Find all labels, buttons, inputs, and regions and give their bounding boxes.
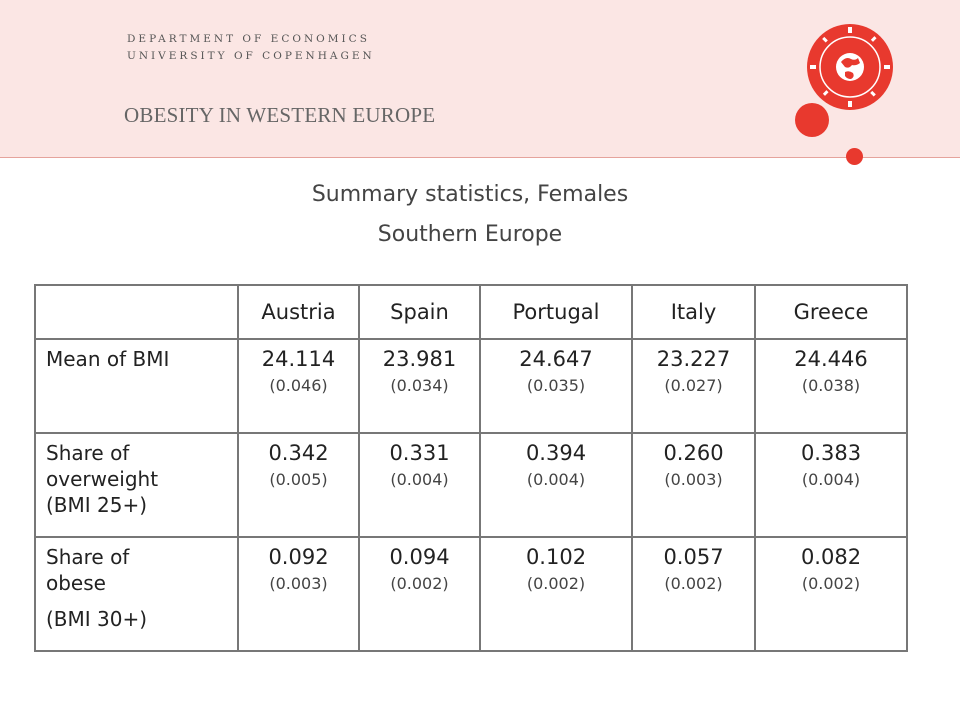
table-cell: 0.082 (0.002)	[754, 536, 908, 652]
standard-error: (0.003)	[664, 470, 723, 489]
table-cell: 0.092 (0.003)	[237, 536, 360, 652]
table-cell: 0.094 (0.002)	[358, 536, 481, 652]
estimate-value: 0.394	[525, 441, 587, 465]
summary-statistics-table: Austria Spain Portugal Italy Greece Mean…	[34, 284, 908, 652]
estimate-value: 0.082	[800, 545, 862, 569]
row-label-line: Mean of BMI	[46, 347, 170, 371]
estimate-value: 0.342	[268, 441, 329, 465]
estimate-value: 23.981	[382, 347, 457, 371]
estimate-value: 24.446	[794, 347, 868, 371]
row-label-line: (BMI 25+)	[46, 493, 148, 517]
estimate-value: 0.260	[663, 441, 724, 465]
row-label: Mean of BMI	[34, 338, 239, 434]
row-label-line: overweight	[46, 467, 159, 491]
table-cell: 0.057 (0.002)	[631, 536, 756, 652]
slide-subtitle: Southern Europe	[377, 222, 563, 247]
standard-error: (0.046)	[269, 376, 328, 395]
estimate-value: 0.383	[800, 441, 862, 465]
decorative-dot-small	[846, 148, 863, 165]
column-header: Portugal	[479, 284, 633, 340]
standard-error: (0.038)	[801, 376, 861, 395]
estimate-value: 24.647	[519, 347, 593, 371]
row-label: Share of obese (BMI 30+)	[34, 536, 239, 652]
estimate-value: 0.057	[663, 545, 724, 569]
standard-error: (0.002)	[526, 574, 586, 593]
deck-title: OBESITY IN WESTERN EUROPE	[124, 103, 436, 127]
estimate-value: 0.102	[525, 545, 587, 569]
standard-error: (0.035)	[526, 376, 586, 395]
table-header-row: Austria Spain Portugal Italy Greece	[34, 284, 908, 340]
standard-error: (0.002)	[390, 574, 449, 593]
decorative-dot-large	[795, 103, 829, 137]
row-label: Share of overweight (BMI 25+)	[34, 432, 239, 538]
standard-error: (0.004)	[526, 470, 586, 489]
row-label-line: Share of	[46, 441, 130, 465]
table-cell: 24.647 (0.035)	[479, 338, 633, 434]
standard-error: (0.004)	[390, 470, 449, 489]
table-cell: 0.394 (0.004)	[479, 432, 633, 538]
standard-error: (0.034)	[390, 376, 449, 395]
row-label-line: obese	[46, 571, 106, 595]
column-header: Italy	[631, 284, 756, 340]
university-seal-logo	[807, 24, 893, 110]
table-cell: 24.114 (0.046)	[237, 338, 360, 434]
standard-error: (0.027)	[664, 376, 723, 395]
table-row: Share of overweight (BMI 25+) 0.342 (0.00…	[34, 432, 908, 538]
estimate-value: 0.092	[268, 545, 329, 569]
slide-title: Summary statistics, Females	[311, 182, 629, 207]
slide-header: DEPARTMENT OF ECONOMICS UNIVERSITY OF CO…	[0, 0, 960, 158]
column-header: Austria	[237, 284, 360, 340]
table-cell: 23.227 (0.027)	[631, 338, 756, 434]
row-label-spacer	[46, 596, 233, 606]
standard-error: (0.004)	[801, 470, 861, 489]
standard-error: (0.002)	[664, 574, 723, 593]
table-cell: 23.981 (0.034)	[358, 338, 481, 434]
standard-error: (0.005)	[269, 470, 328, 489]
estimate-value: 23.227	[656, 347, 731, 371]
estimate-value: 24.114	[261, 347, 336, 371]
standard-error: (0.003)	[269, 574, 328, 593]
table-cell: 0.260 (0.003)	[631, 432, 756, 538]
estimate-value: 0.094	[389, 545, 450, 569]
table-row: Share of obese (BMI 30+) 0.092 (0.003) 0.…	[34, 536, 908, 652]
table-cell: 0.102 (0.002)	[479, 536, 633, 652]
university-line: UNIVERSITY OF COPENHAGEN	[127, 50, 375, 62]
standard-error: (0.002)	[801, 574, 861, 593]
column-header: Greece	[754, 284, 908, 340]
row-label-line: Share of	[46, 545, 130, 569]
table-cell: 24.446 (0.038)	[754, 338, 908, 434]
table-cell: 0.342 (0.005)	[237, 432, 360, 538]
department-name: DEPARTMENT OF ECONOMICS UNIVERSITY OF CO…	[127, 31, 375, 65]
row-label-line: (BMI 30+)	[46, 607, 148, 631]
department-line: DEPARTMENT OF ECONOMICS	[127, 33, 370, 45]
table-cell: 0.331 (0.004)	[358, 432, 481, 538]
column-header: Spain	[358, 284, 481, 340]
table-cell: 0.383 (0.004)	[754, 432, 908, 538]
table-row: Mean of BMI 24.114 (0.046) 23.981 (0.034) …	[34, 338, 908, 434]
estimate-value: 0.331	[389, 441, 450, 465]
corner-cell	[34, 284, 239, 340]
